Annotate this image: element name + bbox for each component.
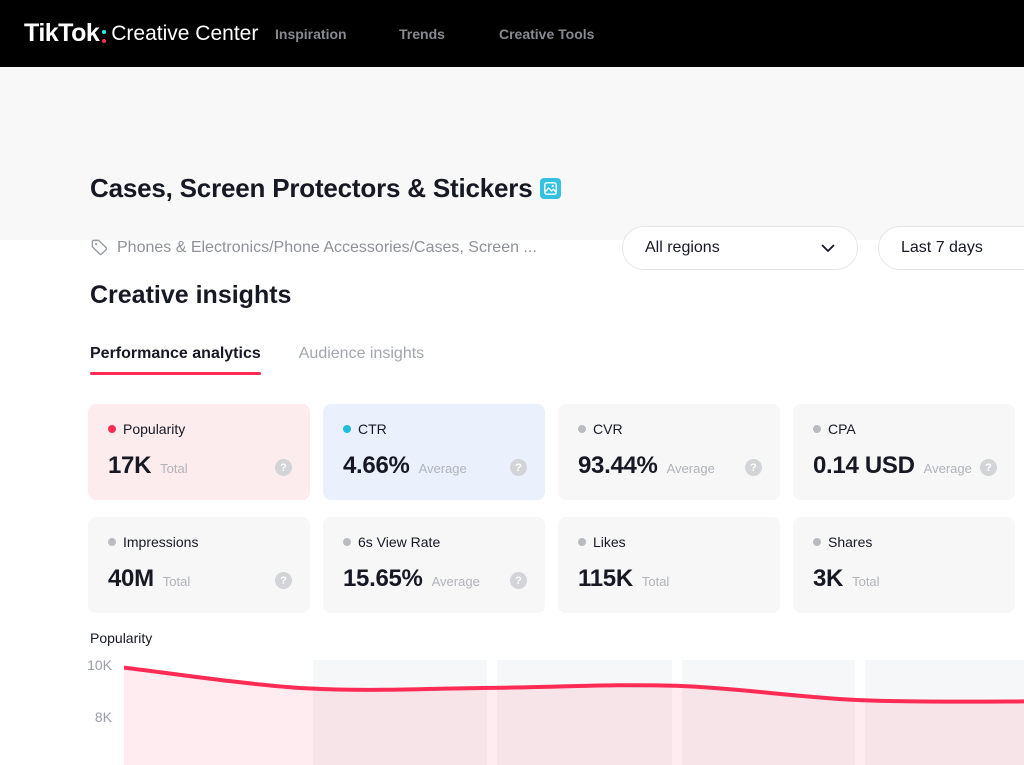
chart-area-fill (124, 667, 1024, 765)
metric-name: CVR (593, 421, 623, 437)
nav-item-trends[interactable]: Trends (399, 25, 445, 42)
metric-unit: Average (431, 574, 480, 589)
view-images-icon[interactable] (540, 178, 562, 199)
chart-day-band (313, 660, 487, 765)
breadcrumb-text: Phones & Electronics/Phone Accessories/C… (117, 238, 537, 256)
image-glyph (544, 182, 558, 195)
help-icon[interactable]: ? (275, 459, 292, 476)
y-axis-tick-8k: 8K (94, 709, 112, 725)
metric-value: 15.65% (343, 565, 423, 592)
chart-title: Popularity (90, 630, 153, 646)
top-navigation-bar: TikTok Creative Center Inspiration Trend… (0, 0, 1024, 67)
metric-card-impressions: Impressions 40M Total ? (88, 517, 310, 613)
metric-unit: Average (418, 461, 467, 476)
cvr-dot-icon (578, 425, 586, 433)
help-icon[interactable]: ? (745, 459, 762, 476)
metric-card-likes: Likes 115K Total (558, 517, 780, 613)
metric-value: 4.66% (343, 452, 410, 479)
page-header: Cases, Screen Protectors & Stickers Phon… (0, 67, 1024, 270)
shares-dot-icon (813, 538, 821, 546)
metric-card-cvr: CVR 93.44% Average ? (558, 404, 780, 500)
metric-name: CPA (828, 421, 856, 437)
metric-unit: Average (923, 461, 972, 476)
tiktok-creative-center-logo[interactable]: TikTok Creative Center (24, 0, 258, 67)
nav-item-inspiration[interactable]: Inspiration (275, 25, 347, 42)
page-title: Cases, Screen Protectors & Stickers (90, 173, 533, 203)
metric-value: 3K (813, 565, 844, 592)
impressions-dot-icon (108, 538, 116, 546)
date-range-select[interactable]: Last 7 days (878, 226, 1024, 270)
metric-card-shares: Shares 3K Total (793, 517, 1015, 613)
logo-creative-center-text: Creative Center (111, 21, 259, 45)
chevron-down-icon (821, 244, 835, 252)
nav-item-creative-tools[interactable]: Creative Tools (499, 25, 595, 42)
metric-unit: Total (162, 574, 191, 589)
metric-unit: Total (641, 574, 670, 589)
tab-performance-analytics[interactable]: Performance analytics (90, 345, 261, 375)
metric-unit: Average (666, 461, 715, 476)
metric-value: 93.44% (578, 452, 658, 479)
chart-day-band (865, 660, 1024, 765)
region-select-value: All regions (645, 239, 720, 256)
cpa-dot-icon (813, 425, 821, 433)
metric-name: Shares (828, 534, 873, 550)
likes-dot-icon (578, 538, 586, 546)
help-icon[interactable]: ? (510, 459, 527, 476)
popularity-dot-icon (108, 425, 116, 433)
help-icon[interactable]: ? (275, 572, 292, 589)
metric-card-ctr: CTR 4.66% Average ? (323, 404, 545, 500)
ctr-dot-icon (343, 425, 351, 433)
chart-day-band (497, 660, 672, 765)
metric-name: Likes (593, 534, 626, 550)
date-range-value: Last 7 days (901, 239, 983, 256)
metric-value: 17K (108, 452, 152, 479)
insights-tabs: Performance analytics Audience insights (90, 345, 424, 375)
y-axis-tick-10k: 10K (87, 657, 112, 673)
chart-day-band (682, 660, 855, 765)
metric-card-cpa: CPA 0.14 USD Average ? (793, 404, 1015, 500)
logo-colon-icon (102, 30, 107, 43)
metric-name: Impressions (123, 534, 199, 550)
region-select[interactable]: All regions (622, 226, 858, 270)
metric-name: CTR (358, 421, 387, 437)
metric-unit: Total (852, 574, 880, 589)
view-rate-dot-icon (343, 538, 351, 546)
metric-name: 6s View Rate (358, 534, 441, 550)
metric-value: 0.14 USD (813, 452, 915, 479)
help-icon[interactable]: ? (510, 572, 527, 589)
metric-cards-grid: Popularity 17K Total ? CTR 4.66% Average… (88, 404, 1017, 613)
metric-value: 115K (578, 565, 633, 592)
metric-card-6s-view-rate: 6s View Rate 15.65% Average ? (323, 517, 545, 613)
metric-unit: Total (160, 461, 188, 476)
popularity-area-chart[interactable] (124, 660, 1024, 765)
metric-card-popularity: Popularity 17K Total ? (88, 404, 310, 500)
logo-tiktok-text: TikTok (24, 19, 100, 47)
tab-audience-insights[interactable]: Audience insights (298, 345, 425, 362)
chart-line (124, 665, 1024, 704)
tag-icon (91, 239, 108, 256)
metric-name: Popularity (123, 421, 186, 437)
metric-value: 40M (108, 565, 154, 592)
breadcrumb: Phones & Electronics/Phone Accessories/C… (90, 238, 537, 257)
help-icon[interactable]: ? (980, 459, 997, 476)
section-title-creative-insights: Creative insights (90, 281, 292, 309)
